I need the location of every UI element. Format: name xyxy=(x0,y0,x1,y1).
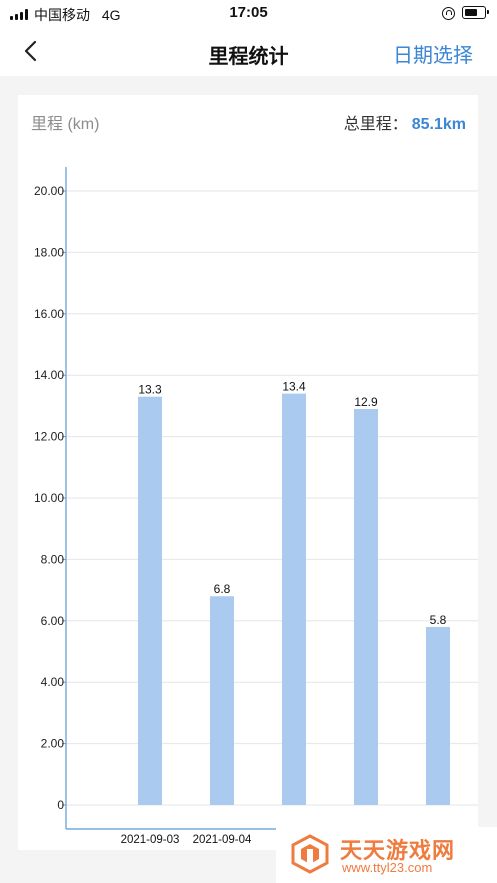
carrier-name: 中国移动 xyxy=(34,7,90,23)
bar-data-label: 5.8 xyxy=(430,613,447,627)
total-mileage: 总里程： 85.1km xyxy=(344,110,466,134)
y-tick-label: 20.00 xyxy=(34,184,64,198)
battery-icon xyxy=(462,6,489,19)
signal-icon xyxy=(10,9,30,20)
total-mileage-value: 85.1km xyxy=(411,116,466,133)
mileage-bar-chart: 0 2.00 4.00 6.00 8.00 10.00 12.00 14.00 16.00 18.… xyxy=(34,167,478,846)
date-select-button[interactable]: 日期选择 xyxy=(393,45,473,67)
watermark: 天天游戏网 www.ttyl23.com xyxy=(276,827,497,883)
chevron-left-icon xyxy=(24,40,37,62)
y-tick-label: 10.00 xyxy=(34,491,64,505)
y-tick-label: 12.00 xyxy=(34,430,64,444)
bar-data-label: 6.8 xyxy=(214,582,231,596)
bar-data-label: 12.9 xyxy=(354,395,378,409)
bar xyxy=(426,626,450,805)
status-time: 17:05 xyxy=(229,4,268,21)
bar-data-label: 13.4 xyxy=(282,380,306,394)
y-tick-label: 4.00 xyxy=(41,675,65,689)
y-tick-label: 14.00 xyxy=(34,368,64,382)
bar xyxy=(354,408,378,805)
status-bar: 中国移动 4G 17:05 xyxy=(0,0,497,28)
total-mileage-label: 总里程： xyxy=(343,116,408,133)
mileage-unit-label: 里程 (km) xyxy=(31,116,100,133)
mileage-card: 里程 (km) 总里程： 85.1km 0 2.00 4.00 6.00 8.00 10.0… xyxy=(18,95,478,850)
bar xyxy=(282,393,306,805)
x-tick-label: 2021-09-03 xyxy=(121,834,180,846)
y-tick-label: 8.00 xyxy=(41,552,65,566)
watermark-name: 天天游戏网 xyxy=(340,838,456,863)
y-tick-label: 18.00 xyxy=(34,245,64,259)
y-tick-label: 0 xyxy=(57,798,64,812)
orientation-lock-icon xyxy=(442,7,455,20)
watermark-url: www.ttyl23.com xyxy=(342,860,433,875)
watermark-logo-icon xyxy=(291,834,329,874)
x-tick-label: 2021-09-04 xyxy=(193,834,252,846)
y-tick-label: 2.00 xyxy=(41,737,65,751)
bar-data-label: 13.3 xyxy=(138,383,162,397)
bar xyxy=(210,596,234,805)
y-tick-label: 6.00 xyxy=(41,614,65,628)
bar xyxy=(138,396,162,805)
network-type: 4G xyxy=(101,7,121,23)
back-button[interactable] xyxy=(14,34,50,70)
y-tick-label: 16.00 xyxy=(34,307,64,321)
nav-bar: 里程统计 日期选择 xyxy=(0,28,497,76)
